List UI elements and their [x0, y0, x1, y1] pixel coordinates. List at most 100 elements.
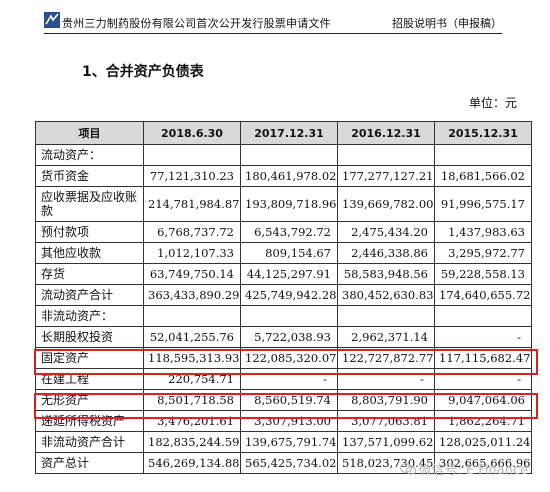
- value-cell: 137,571,099.62: [337, 431, 435, 453]
- value-cell: 59,228,558.13: [434, 263, 532, 285]
- table-row: 非流动资产：: [35, 305, 532, 327]
- table-row: 固定资产 118,595,313.93 122,085,320.07 122,727,…: [35, 347, 532, 369]
- value-cell: 18,681,566.02: [434, 165, 532, 187]
- value-cell: 9,047,064.06: [434, 389, 532, 411]
- row-label: 其他应收款: [35, 242, 144, 264]
- value-cell: -: [434, 368, 532, 390]
- value-cell: 139,675,791.74: [240, 431, 338, 453]
- row-label: 存货: [35, 263, 144, 285]
- value-cell: 44,125,297.91: [240, 263, 338, 285]
- company-logo-icon: [44, 12, 60, 28]
- column-header-date: 2015.12.31: [434, 121, 532, 145]
- value-cell: 118,595,313.93: [143, 347, 241, 369]
- row-label: 流动资产合计: [35, 284, 144, 306]
- value-cell: 63,749,750.14: [143, 263, 241, 285]
- value-cell: 3,077,063.81: [337, 410, 435, 432]
- table-header: 项目 2018.6.30 2017.12.31 2016.12.31 2015.12.3…: [35, 121, 532, 145]
- table-row: 其他应收款 1,012,107.33 809,154.67 2,446,338.86 3…: [35, 242, 532, 264]
- wechat-icon: [400, 463, 417, 475]
- table-row: 非流动资产合计 182,835,244.59 139,675,791.74 137,5…: [35, 431, 532, 453]
- row-label: 资产总计: [35, 452, 144, 474]
- value-cell: 58,583,948.56: [337, 263, 435, 285]
- value-cell: 565,425,734.02: [240, 452, 338, 474]
- value-cell: 139,669,782.00: [337, 186, 435, 222]
- table-row: 资产总计 546,269,134.88 565,425,734.02 518,023,…: [35, 452, 532, 474]
- header-row: 项目 2018.6.30 2017.12.31 2016.12.31 2015.12.3…: [35, 121, 532, 145]
- value-cell: 380,452,630.83: [337, 284, 435, 306]
- unit-label: 单位：元: [468, 96, 517, 110]
- row-label: 货币资金: [35, 165, 144, 187]
- value-cell: 52,041,255.76: [143, 326, 241, 348]
- row-label: 预付款项: [35, 221, 144, 243]
- value-cell: 363,433,890.29: [143, 284, 241, 306]
- value-cell: [337, 144, 435, 166]
- value-cell: 1,012,107.33: [143, 242, 241, 264]
- value-cell: 1,862,264.71: [434, 410, 532, 432]
- value-cell: 2,446,338.86: [337, 242, 435, 264]
- value-cell: 3,476,201.61: [143, 410, 241, 432]
- table-body: 流动资产： 货币资金 77,121,310.23 180,461,978.02 177,…: [35, 144, 532, 474]
- value-cell: 809,154.67: [240, 242, 338, 264]
- value-cell: 3,295,972.77: [434, 242, 532, 264]
- value-cell: [240, 305, 338, 327]
- value-cell: 8,501,718.58: [143, 389, 241, 411]
- section-title: 1、合并资产负债表: [82, 64, 204, 80]
- table-row: 货币资金 77,121,310.23 180,461,978.02 177,277,1…: [35, 165, 532, 187]
- value-cell: 214,781,984.87: [143, 186, 241, 222]
- value-cell: 128,025,011.24: [434, 431, 532, 453]
- value-cell: 2,962,371.14: [337, 326, 435, 348]
- value-cell: 1,437,983.63: [434, 221, 532, 243]
- table-row: 流动资产：: [35, 144, 532, 166]
- watermark: 微信号: E Finance: [400, 459, 528, 478]
- row-label: 流动资产：: [35, 144, 144, 166]
- row-label: 长期股权投资: [35, 326, 144, 348]
- value-cell: 546,269,134.88: [143, 452, 241, 474]
- table-row: 无形资产 8,501,718.58 8,560,519.74 8,803,791.90…: [35, 389, 532, 411]
- value-cell: [434, 305, 532, 327]
- table-row: 流动资产合计 363,433,890.29 425,749,942.28 380,45…: [35, 284, 532, 306]
- watermark-text: 微信号: E Finance: [418, 463, 528, 478]
- value-cell: 91,996,575.17: [434, 186, 532, 222]
- value-cell: 425,749,942.28: [240, 284, 338, 306]
- header-document-type: 招股说明书（申报稿）: [392, 17, 502, 30]
- table-row: 存货 63,749,750.14 44,125,297.91 58,583,948.5…: [35, 263, 532, 285]
- table-row: 递延所得税资产 3,476,201.61 3,307,913.00 3,077,063…: [35, 410, 532, 432]
- value-cell: 177,277,127.21: [337, 165, 435, 187]
- value-cell: 122,727,872.77: [337, 347, 435, 369]
- value-cell: [240, 144, 338, 166]
- row-label: 无形资产: [35, 389, 144, 411]
- value-cell: 182,835,244.59: [143, 431, 241, 453]
- column-header-item: 项目: [35, 121, 144, 145]
- row-label: 非流动资产合计: [35, 431, 144, 453]
- header-divider: [44, 33, 502, 34]
- table-row: 应收票据及应收账款 214,781,984.87 193,809,718.96 139…: [35, 186, 532, 222]
- table-row: 在建工程 220,754.71- - -: [35, 368, 532, 390]
- value-cell: 77,121,310.23: [143, 165, 241, 187]
- row-label: 应收票据及应收账款: [35, 186, 144, 222]
- column-header-date: 2017.12.31: [240, 121, 338, 145]
- value-cell: 122,085,320.07: [240, 347, 338, 369]
- balance-sheet-table: 项目 2018.6.30 2017.12.31 2016.12.31 2015.12.3…: [35, 121, 532, 474]
- value-cell: 174,640,655.72: [434, 284, 532, 306]
- value-cell: [337, 305, 435, 327]
- value-cell: 3,307,913.00: [240, 410, 338, 432]
- value-cell: 302,665,666.96: [434, 452, 532, 474]
- row-label: 固定资产: [35, 347, 144, 369]
- table-row: 长期股权投资 52,041,255.76 5,722,038.93 2,962,371…: [35, 326, 532, 348]
- value-cell: -: [434, 326, 532, 348]
- value-cell: [143, 305, 241, 327]
- column-header-date: 2016.12.31: [337, 121, 435, 145]
- value-cell: 8,560,519.74: [240, 389, 338, 411]
- value-cell: -: [240, 368, 338, 390]
- value-cell: 5,722,038.93: [240, 326, 338, 348]
- value-cell: 117,115,682.47: [434, 347, 532, 369]
- document-header: 贵州三力制药股份有限公司首次公开发行股票申请文件 招股说明书（申报稿）: [0, 0, 550, 40]
- value-cell: 6,543,792.72: [240, 221, 338, 243]
- row-label: 在建工程: [35, 368, 144, 390]
- value-cell: 180,461,978.02: [240, 165, 338, 187]
- value-cell: 220,754.71: [143, 368, 241, 390]
- value-cell: [434, 144, 532, 166]
- value-cell: [143, 144, 241, 166]
- row-label: 递延所得税资产: [35, 410, 144, 432]
- value-cell: 8,803,791.90: [337, 389, 435, 411]
